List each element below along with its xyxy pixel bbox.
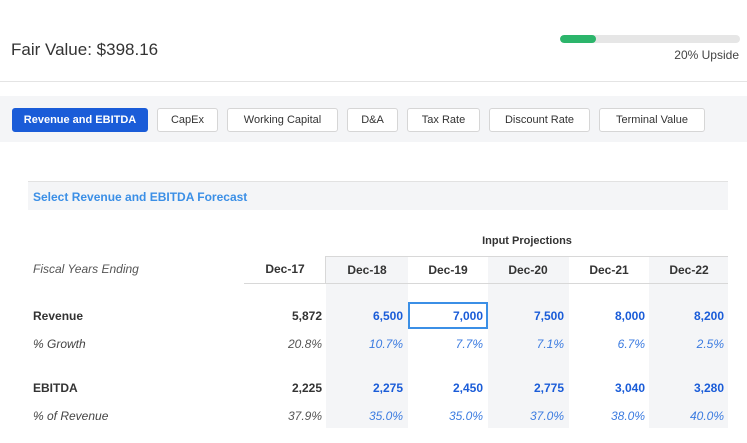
- revenue-input[interactable]: 8,000: [614, 309, 645, 323]
- ebitda-input[interactable]: 3,040: [614, 381, 645, 395]
- row-label-growth: % Growth: [33, 337, 86, 351]
- revenue-input[interactable]: 7,000: [452, 309, 483, 323]
- margin-input[interactable]: 37.0%: [529, 409, 564, 423]
- tab-tax-rate[interactable]: Tax Rate: [407, 108, 480, 132]
- upside-progress-bar: [560, 35, 740, 43]
- column-band: [569, 256, 649, 428]
- ebitda-value: 2,225: [291, 381, 322, 395]
- tab-d-and-a[interactable]: D&A: [347, 108, 398, 132]
- divider: [326, 256, 728, 257]
- ebitda-input[interactable]: 2,775: [533, 381, 564, 395]
- row-label-ebitda: EBITDA: [33, 381, 78, 395]
- ebitda-input[interactable]: 2,450: [452, 381, 483, 395]
- revenue-input-selected[interactable]: [408, 302, 488, 329]
- tab-capex[interactable]: CapEx: [157, 108, 218, 132]
- column-band: [408, 256, 488, 428]
- margin-input[interactable]: 35.0%: [368, 409, 403, 423]
- fiscal-years-label: Fiscal Years Ending: [33, 262, 139, 276]
- upside-label: 20% Upside: [674, 48, 739, 62]
- tab-discount-rate[interactable]: Discount Rate: [489, 108, 590, 132]
- margin-value: 37.9%: [287, 409, 322, 423]
- growth-value: 7.7%: [455, 337, 483, 351]
- growth-value: 20.8%: [287, 337, 322, 351]
- margin-input[interactable]: 38.0%: [610, 409, 645, 423]
- ebitda-input[interactable]: 3,280: [693, 381, 724, 395]
- growth-value: 2.5%: [696, 337, 724, 351]
- ebitda-input[interactable]: 2,275: [372, 381, 403, 395]
- row-label-revenue: Revenue: [33, 309, 84, 323]
- projection-columns-background: [326, 256, 728, 428]
- fair-value-label: Fair Value: $398.16: [11, 40, 159, 59]
- tab-revenue-and-ebitda[interactable]: Revenue and EBITDA: [12, 108, 148, 132]
- revenue-input[interactable]: 7,500: [533, 309, 564, 323]
- row-label-percent-of-revenue: % of Revenue: [33, 409, 109, 423]
- forecast-tab-bar: Revenue and EBITDA CapEx Working Capital…: [0, 96, 747, 142]
- column-header: Dec-21: [589, 263, 629, 277]
- section-title: Select Revenue and EBITDA Forecast: [28, 181, 728, 210]
- growth-value: 10.7%: [368, 337, 403, 351]
- column-header: Dec-17: [265, 262, 305, 276]
- column-header: Dec-19: [428, 263, 468, 277]
- input-projections-header: Input Projections: [482, 235, 572, 247]
- tab-terminal-value[interactable]: Terminal Value: [599, 108, 705, 132]
- column-header: Dec-22: [669, 263, 709, 277]
- divider: [325, 256, 326, 284]
- growth-value: 6.7%: [617, 337, 645, 351]
- column-header: Dec-18: [347, 263, 387, 277]
- tab-working-capital[interactable]: Working Capital: [227, 108, 338, 132]
- divider: [244, 283, 728, 284]
- header: Fair Value: $398.16 20% Upside: [0, 0, 747, 82]
- revenue-input[interactable]: 8,200: [693, 309, 724, 323]
- revenue-value: 5,872: [291, 309, 322, 323]
- column-header: Dec-20: [508, 263, 548, 277]
- revenue-input[interactable]: 6,500: [372, 309, 403, 323]
- growth-value: 7.1%: [536, 337, 564, 351]
- upside-progress-fill: [560, 35, 596, 43]
- margin-input[interactable]: 35.0%: [448, 409, 483, 423]
- margin-input[interactable]: 40.0%: [689, 409, 724, 423]
